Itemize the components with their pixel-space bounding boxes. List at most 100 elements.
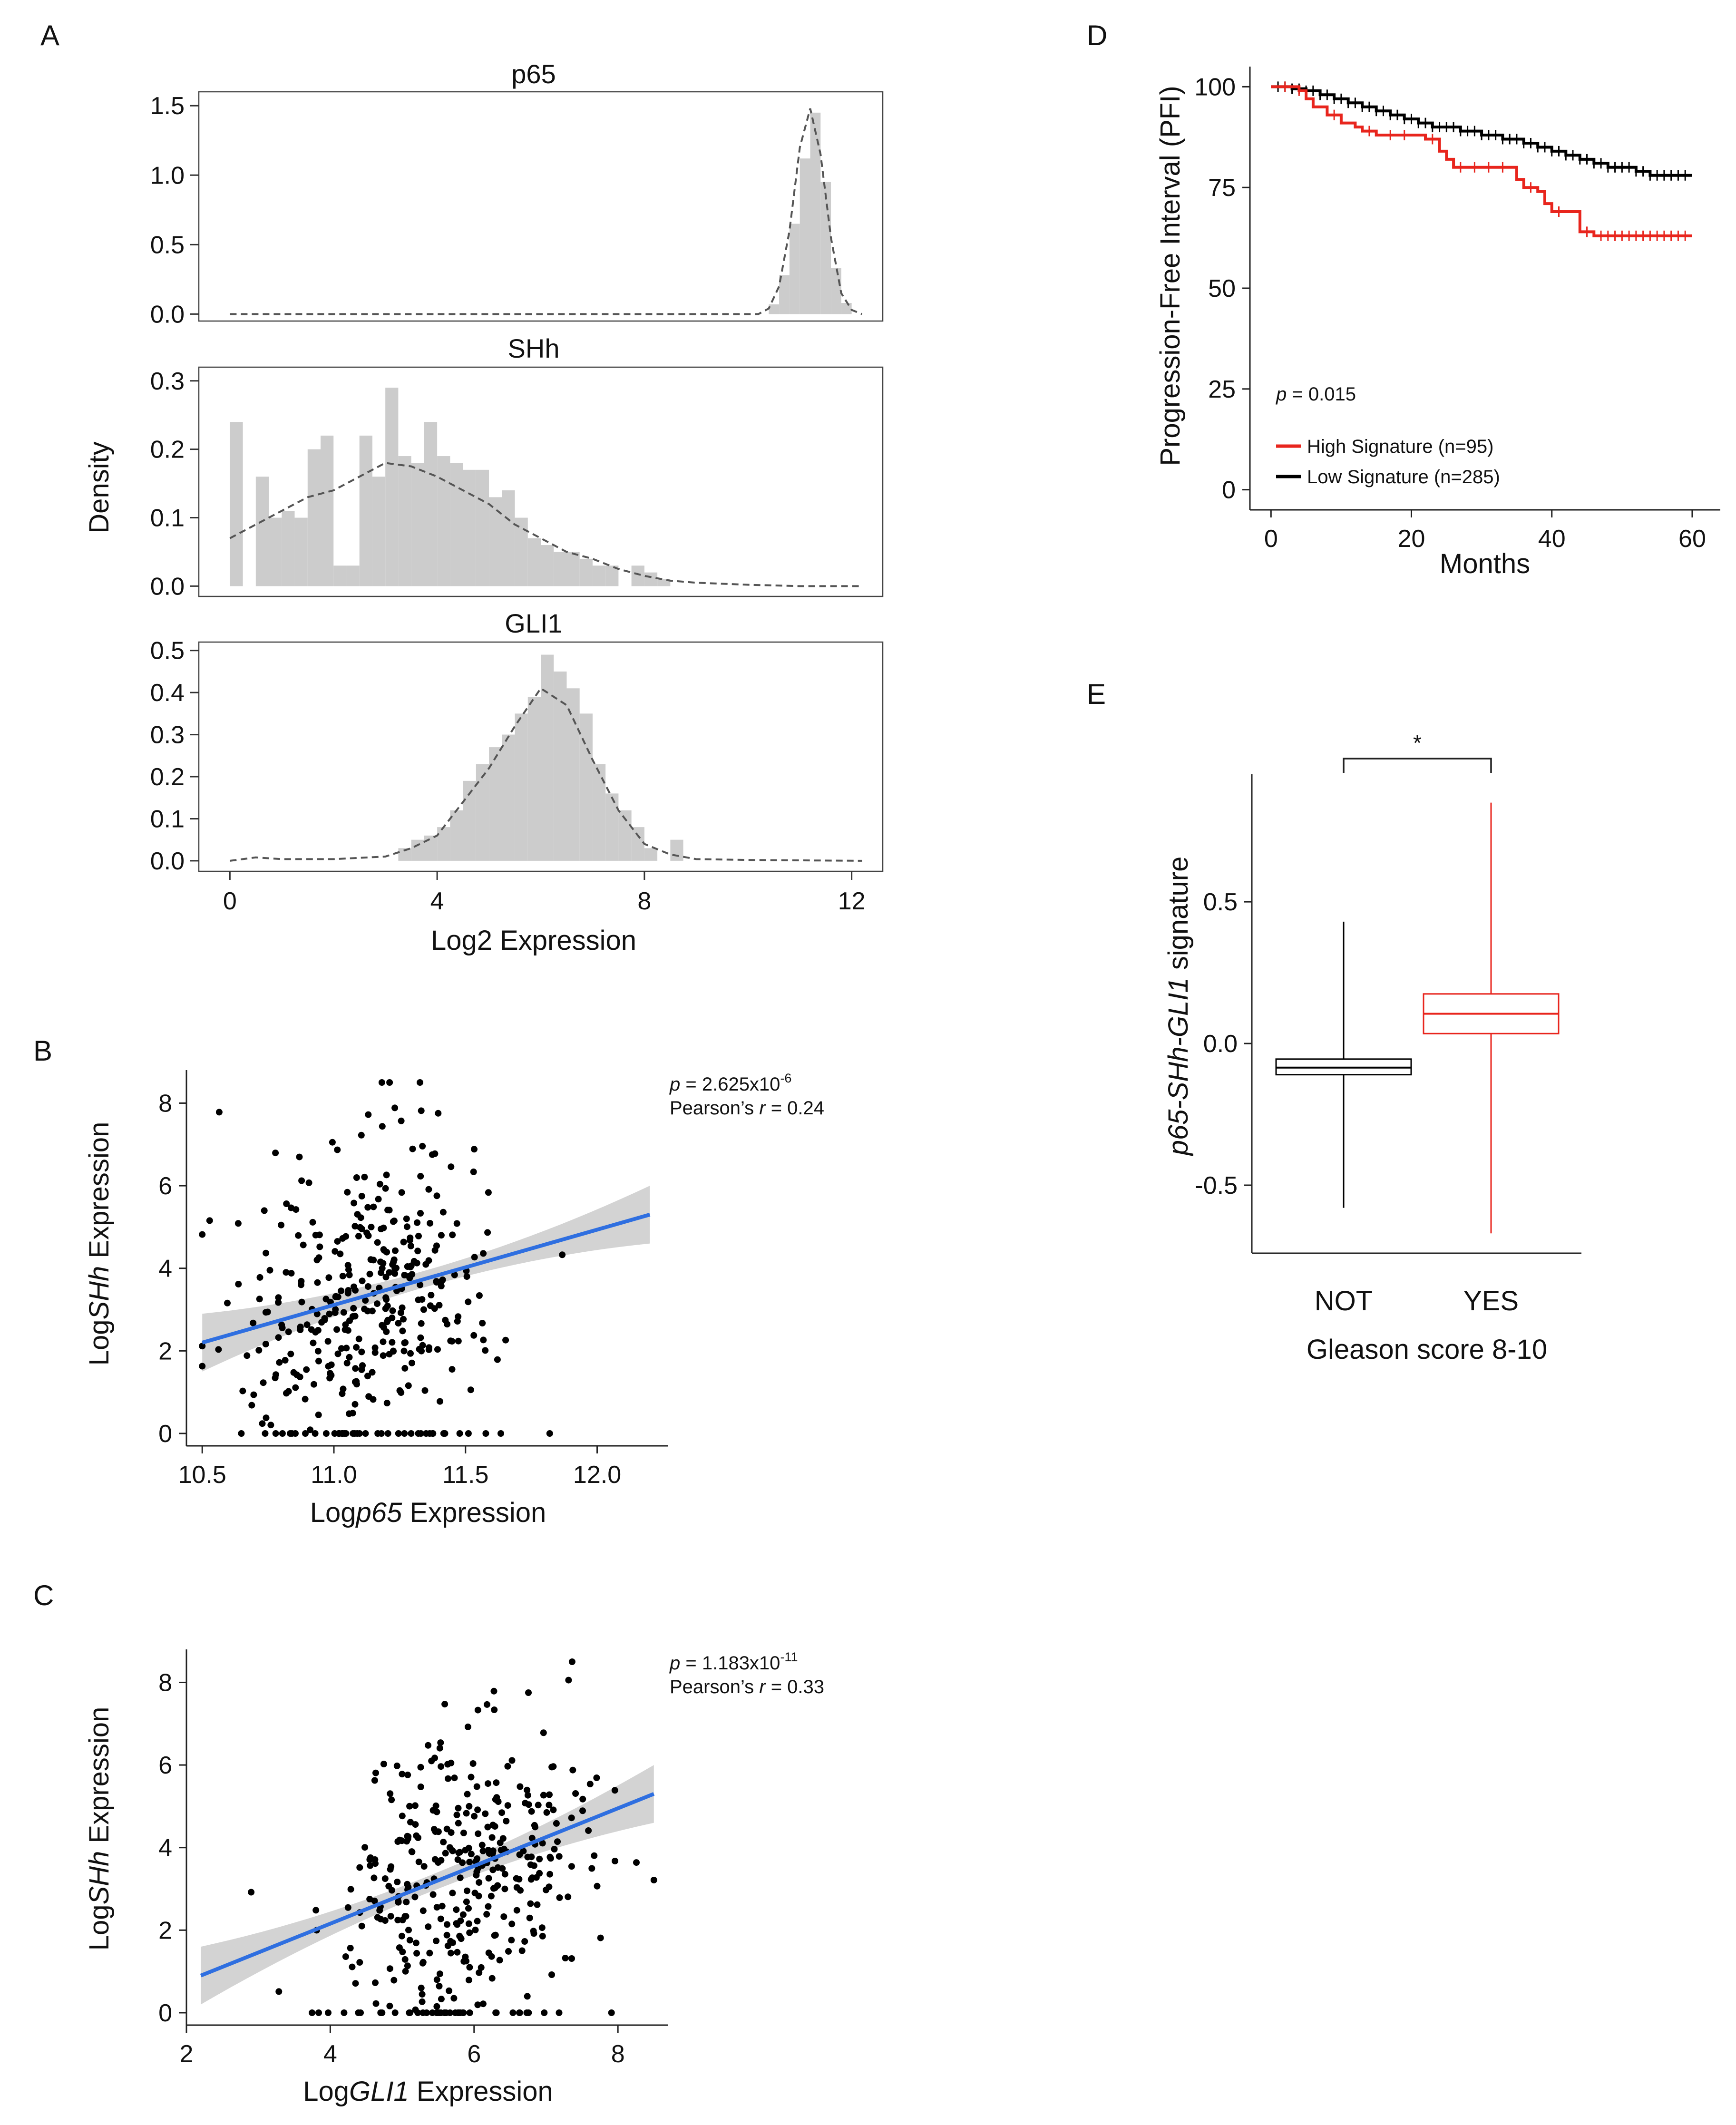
scatter-point <box>303 1366 310 1373</box>
histogram-shh: SHh 0.0 0.1 0.2 0.3 <box>150 333 884 600</box>
scatter-point <box>538 1924 546 1931</box>
scatter-point <box>370 1203 377 1210</box>
scatter-point <box>490 1885 497 1892</box>
scatter-point <box>287 1430 293 1437</box>
scatter-point <box>485 1780 491 1787</box>
scatter-point <box>351 1401 359 1408</box>
scatter-point <box>421 1387 429 1394</box>
scatter-point <box>332 1248 339 1255</box>
scatter-point <box>479 1847 487 1854</box>
scatter-point <box>386 1269 393 1276</box>
scatter-point <box>612 1858 618 1864</box>
scatter-point <box>543 1809 550 1816</box>
scatter-point <box>386 1207 393 1214</box>
x-tick-label: 4 <box>430 887 444 915</box>
scatter-point <box>569 1766 576 1774</box>
y-tick-label: 8 <box>158 1669 172 1696</box>
histogram-bar <box>789 224 800 314</box>
scatter-point <box>404 1771 411 1778</box>
scatter-point <box>460 1958 468 1965</box>
scatter-point <box>503 1818 510 1824</box>
scatter-point <box>479 2000 487 2008</box>
scatter-point <box>482 1810 489 1817</box>
scatter-point <box>283 1269 290 1276</box>
scatter-point <box>344 1262 351 1269</box>
scatter-point <box>283 1390 290 1397</box>
scatter-point <box>385 1882 392 1890</box>
histogram-bar <box>424 835 438 861</box>
scatter-point <box>364 1283 371 1290</box>
scatter-point <box>383 1171 390 1179</box>
scatter-point <box>525 1801 532 1808</box>
y-tick-label: 0 <box>1222 477 1236 504</box>
scatter-point <box>379 1123 386 1130</box>
scatter-point <box>199 1343 206 1350</box>
scatter-point <box>455 1313 462 1320</box>
scatter-point <box>449 1366 456 1373</box>
histogram-bar <box>411 839 424 861</box>
scatter-point <box>475 1830 482 1837</box>
scatter-point <box>437 1398 443 1405</box>
scatter-point <box>470 1168 477 1175</box>
y-tick-label: 0.5 <box>150 231 185 259</box>
scatter-point <box>314 1327 322 1334</box>
scatter-point <box>482 1430 489 1437</box>
scatter-point <box>417 1334 424 1341</box>
histogram-p65: p65 0.0 0.5 1.0 1.5 <box>150 59 884 328</box>
scatter-point <box>390 1258 397 1266</box>
scatter-point <box>441 1701 449 1708</box>
scatter-point <box>478 1964 485 1971</box>
scatter-point <box>471 1813 478 1820</box>
scatter-point <box>235 1281 242 1287</box>
scatter-point <box>608 2009 615 2016</box>
scatter-point <box>344 1904 351 1911</box>
scatter-point <box>528 1834 536 1842</box>
scatter-point <box>380 1338 387 1345</box>
y-axis-label: Progression-Free Interval (PFI) <box>1155 86 1186 466</box>
scatter-point <box>307 1426 314 1433</box>
y-axis-label: LogSHh Expression <box>84 1707 115 1951</box>
scatter-point <box>377 1916 384 1923</box>
scatter-point <box>358 1193 365 1199</box>
scatter-point <box>403 1899 410 1906</box>
scatter-point <box>536 1855 543 1862</box>
scatter-point <box>462 1847 469 1854</box>
histogram-bar <box>450 810 463 861</box>
scatter-point <box>372 1769 379 1776</box>
panel-label-e: E <box>1087 678 1106 710</box>
scatter-point <box>429 2009 436 2016</box>
scatter-point <box>438 1232 445 1239</box>
scatter-point <box>380 1247 388 1254</box>
scatter-point <box>382 1274 390 1281</box>
scatter-point <box>468 1774 475 1781</box>
scatter-point <box>302 1395 309 1403</box>
y-tick-label: 1.0 <box>150 162 185 189</box>
scatter-point <box>300 1241 307 1248</box>
scatter-point <box>334 1146 341 1153</box>
scatter-point <box>516 1851 523 1858</box>
histogram-bar <box>372 477 386 586</box>
scatter-point <box>403 1223 410 1230</box>
scatter-point <box>261 1207 268 1214</box>
scatter-point <box>361 1844 369 1851</box>
scatter-point <box>275 1988 283 1995</box>
y-tick-label: 0.1 <box>150 505 185 532</box>
histogram-bar <box>476 764 489 861</box>
scatter-point <box>333 1326 341 1333</box>
scatter-point <box>568 1658 575 1665</box>
scatter-point <box>357 1214 364 1221</box>
scatter-point <box>484 1229 491 1236</box>
scatter-point <box>508 1757 516 1764</box>
scatter-point <box>455 1820 462 1827</box>
scatter-point <box>401 1365 409 1372</box>
histogram-bar <box>476 469 489 586</box>
scatter-point <box>456 1430 463 1437</box>
scatter-point <box>358 1348 365 1355</box>
scatter-point <box>565 1893 572 1901</box>
histogram-bar <box>230 422 243 586</box>
scatter-point <box>355 2009 362 2016</box>
scatter-point <box>381 1875 389 1882</box>
scatter-point <box>325 2009 332 2016</box>
scatter-point <box>568 1814 575 1822</box>
scatter-point <box>400 1347 408 1355</box>
